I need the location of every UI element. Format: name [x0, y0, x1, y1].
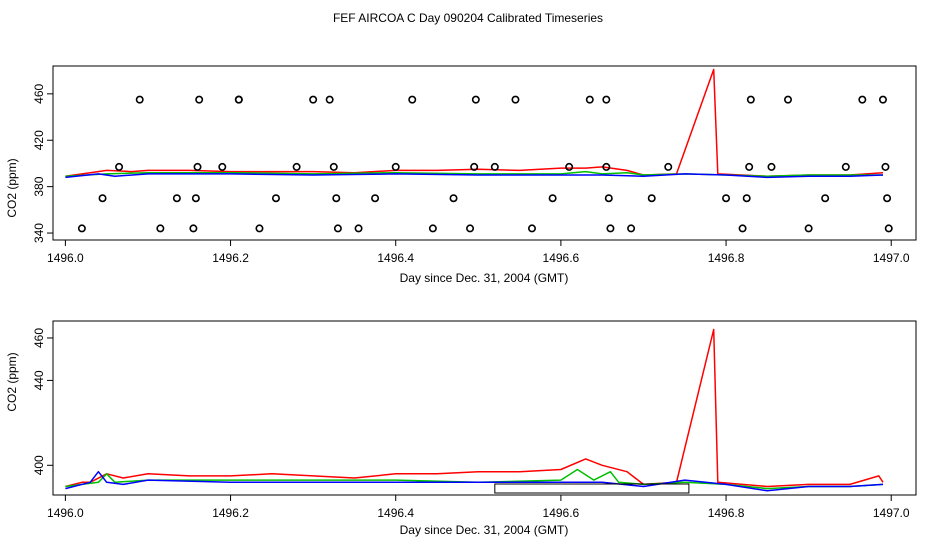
sample-marker	[329, 162, 338, 171]
time-window-box	[494, 483, 690, 494]
sample-marker	[470, 162, 479, 171]
bottom-x-tick-label: 1496.6	[543, 506, 580, 520]
sample-marker	[602, 162, 611, 171]
bottom-x-tick-label: 1496.0	[47, 506, 84, 520]
bottom-axes: 1496.0 1496.2 1496.4 1496.6 1496.8 1497.0 400 4…	[32, 328, 910, 520]
sample-marker	[565, 162, 574, 171]
top-series-line-0	[65, 68, 884, 177]
top-y-tick-label: 340	[32, 223, 46, 243]
top-y-tick-label: 380	[32, 176, 46, 196]
sample-marker	[745, 162, 754, 171]
sample-marker	[548, 194, 557, 203]
sample-marker	[627, 224, 636, 233]
sample-marker	[234, 95, 243, 104]
sample-marker	[783, 95, 792, 104]
sample-marker	[255, 224, 264, 233]
sample-marker	[664, 162, 673, 171]
sample-marker	[195, 95, 204, 104]
sample-marker	[767, 162, 776, 171]
bottom-x-tick-label: 1496.8	[708, 506, 745, 520]
sample-marker	[821, 194, 830, 203]
bottom-y-tick-label: 440	[32, 370, 46, 390]
sample-marker	[881, 162, 890, 171]
top-x-tick-label: 1496.2	[212, 251, 249, 265]
sample-marker	[189, 224, 198, 233]
sample-marker	[606, 224, 615, 233]
sample-marker	[193, 162, 202, 171]
sample-marker	[742, 194, 751, 203]
sample-marker	[371, 194, 380, 203]
bottom-series-line-1	[65, 468, 884, 490]
bottom-x-tick-label: 1496.2	[212, 506, 249, 520]
top-y-axis-label: CO2 (ppm)	[5, 158, 19, 217]
top-series-line-1	[65, 170, 883, 177]
sample-marker	[466, 224, 475, 233]
sample-marker	[77, 224, 86, 233]
sample-marker	[490, 162, 499, 171]
sample-marker	[191, 194, 200, 203]
bottom-series	[65, 328, 884, 492]
top-axes: 1496.0 1496.2 1496.4 1496.6 1496.8 1497.0 340 3…	[32, 84, 910, 265]
top-x-axis-label: Day since Dec. 31, 2004 (GMT)	[400, 271, 569, 285]
sample-marker	[449, 194, 458, 203]
sample-marker	[135, 95, 144, 104]
bottom-x-tick-label: 1497.0	[873, 506, 910, 520]
sample-marker	[722, 194, 731, 203]
bottom-y-tick-label: 460	[32, 328, 46, 348]
bottom-panel: 1496.0 1496.2 1496.4 1496.6 1496.8 1497.0 400 4…	[5, 320, 917, 537]
sample-marker	[746, 95, 755, 104]
sample-marker	[428, 224, 437, 233]
bottom-series-line-2	[65, 470, 884, 492]
sample-marker	[98, 194, 107, 203]
sample-marker	[647, 194, 656, 203]
top-markers	[77, 95, 893, 233]
top-series	[65, 68, 884, 179]
sample-marker	[115, 162, 124, 171]
sample-marker	[602, 95, 611, 104]
sample-marker	[292, 162, 301, 171]
top-plot-frame	[52, 65, 917, 241]
top-x-tick-label: 1496.8	[708, 251, 745, 265]
sample-marker	[585, 95, 594, 104]
top-panel: 1496.0 1496.2 1496.4 1496.6 1496.8 1497.0 340 3…	[5, 65, 917, 285]
sample-marker	[156, 224, 165, 233]
sample-marker	[804, 224, 813, 233]
sample-marker	[527, 224, 536, 233]
figure-title: FEF AIRCOA C Day 090204 Calibrated Times…	[333, 11, 603, 25]
sample-marker	[271, 194, 280, 203]
sample-marker	[218, 162, 227, 171]
sample-marker	[841, 162, 850, 171]
sample-marker	[354, 224, 363, 233]
top-x-tick-label: 1497.0	[873, 251, 910, 265]
top-series-line-2	[65, 173, 884, 179]
sample-marker	[858, 95, 867, 104]
bottom-series-line-0	[65, 328, 884, 488]
sample-marker	[309, 95, 318, 104]
bottom-x-tick-label: 1496.4	[377, 506, 414, 520]
sample-marker	[172, 194, 181, 203]
sample-marker	[604, 194, 613, 203]
top-x-tick-label: 1496.4	[377, 251, 414, 265]
top-x-tick-label: 1496.0	[47, 251, 84, 265]
bottom-plot-frame	[52, 320, 917, 496]
sample-marker	[884, 224, 893, 233]
bottom-x-axis-label: Day since Dec. 31, 2004 (GMT)	[400, 523, 569, 537]
sample-marker	[511, 95, 520, 104]
sample-marker	[391, 162, 400, 171]
sample-marker	[738, 224, 747, 233]
sample-marker	[325, 95, 334, 104]
top-y-tick-label: 420	[32, 130, 46, 150]
bottom-y-axis-label: CO2 (ppm)	[5, 352, 19, 411]
sample-marker	[878, 95, 887, 104]
sample-marker	[333, 224, 342, 233]
sample-marker	[471, 95, 480, 104]
sample-marker	[408, 95, 417, 104]
top-x-tick-label: 1496.6	[543, 251, 580, 265]
bottom-y-tick-label: 400	[32, 455, 46, 475]
sample-marker	[332, 194, 341, 203]
sample-marker	[883, 194, 892, 203]
top-y-tick-label: 460	[32, 84, 46, 104]
